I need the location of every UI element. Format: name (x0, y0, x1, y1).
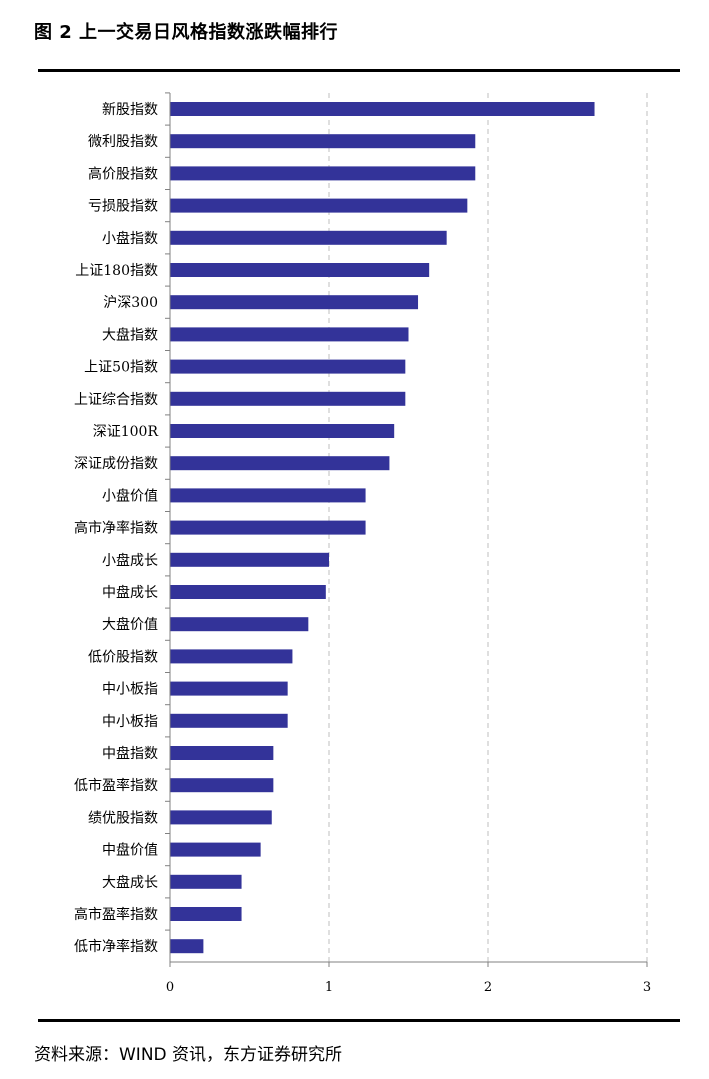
figure-title: 图 2 上一交易日风格指数涨跌幅排行 (34, 22, 339, 43)
category-label: 上证50指数 (84, 360, 158, 376)
bar (170, 552, 329, 567)
category-label: 中盘价值 (102, 842, 158, 859)
category-label: 小盘指数 (102, 230, 158, 247)
category-label: 中盘指数 (102, 745, 158, 762)
bar (170, 778, 274, 793)
bar (170, 134, 476, 149)
category-label: 绩优股指数 (88, 810, 158, 826)
source-note: 资料来源：WIND 资讯，东方证券研究所 (34, 1045, 343, 1065)
bar (170, 649, 293, 664)
category-label: 低价股指数 (88, 649, 158, 665)
category-label: 微利股指数 (88, 134, 158, 150)
category-label: 上证综合指数 (74, 392, 158, 408)
category-label: 高价股指数 (88, 165, 158, 182)
bar (170, 810, 272, 825)
bar (170, 230, 447, 245)
category-label: 高市盈率指数 (74, 906, 158, 923)
category-label: 亏损股指数 (88, 199, 158, 215)
bar (170, 907, 242, 921)
bar (170, 585, 326, 599)
category-label: 中小板指 (102, 682, 158, 698)
bar (170, 617, 309, 632)
bar (170, 359, 406, 374)
bar (170, 488, 366, 503)
category-label: 大盘成长 (102, 874, 158, 891)
category-label: 深证成份指数 (74, 456, 158, 472)
bar (170, 424, 395, 438)
category-label: 低市盈率指数 (74, 777, 158, 794)
bar (170, 391, 406, 406)
axes: 0 1 2 3 (165, 92, 651, 995)
bar (170, 939, 204, 954)
category-label: 大盘指数 (102, 326, 158, 343)
bar (170, 681, 288, 696)
category-label: 小盘成长 (102, 552, 158, 569)
x-tick-label: 1 (325, 980, 333, 995)
bar (170, 746, 274, 760)
category-label: 上证180指数 (75, 263, 158, 279)
bar (170, 456, 390, 471)
bar (170, 198, 468, 213)
category-label: 新股指数 (102, 102, 158, 118)
bar (170, 713, 288, 728)
bar (170, 166, 476, 181)
bar (170, 263, 430, 277)
category-label: 中小板指 (102, 714, 158, 730)
category-label: 高市净率指数 (74, 520, 158, 537)
category-label: 深证100R (93, 424, 159, 440)
bar (170, 520, 366, 535)
category-label: 大盘价值 (102, 616, 158, 633)
category-label: 中盘成长 (102, 584, 158, 601)
grid-lines (328, 93, 648, 962)
x-tick-label: 0 (166, 980, 174, 995)
bar (170, 102, 595, 116)
bottom-rule (38, 1019, 680, 1022)
x-tick-label: 2 (484, 980, 492, 995)
top-rule (38, 69, 680, 72)
bar (170, 327, 409, 342)
x-tick-label: 3 (643, 980, 651, 995)
category-label: 沪深300 (103, 295, 158, 311)
category-label: 小盘价值 (102, 487, 158, 504)
bar (170, 874, 242, 889)
category-label: 低市净率指数 (74, 938, 158, 955)
bars (170, 102, 595, 954)
bar (170, 295, 419, 310)
bar (170, 842, 261, 857)
